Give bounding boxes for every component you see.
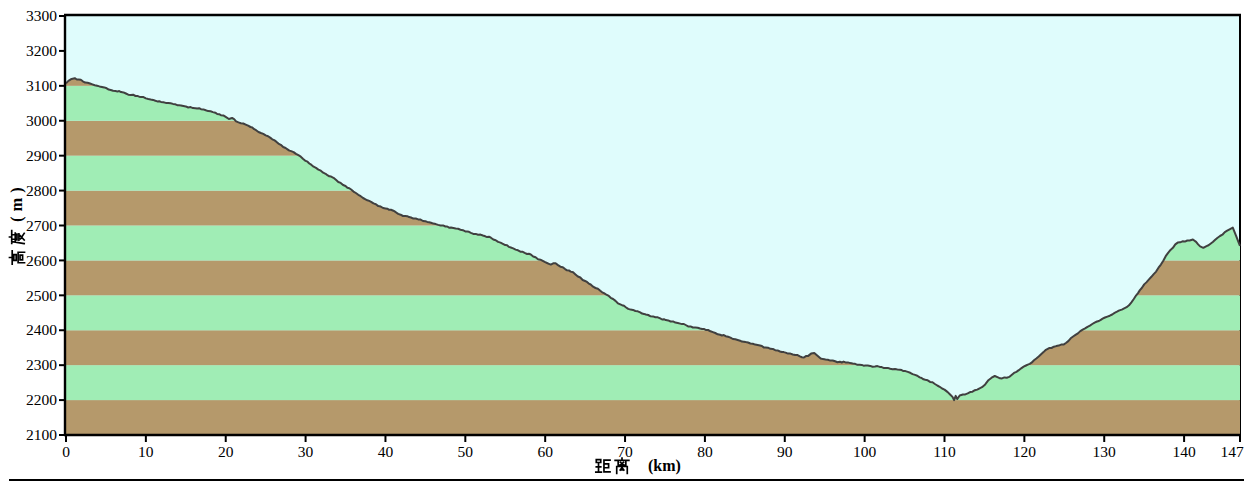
x-tick-label: 130 bbox=[1093, 443, 1117, 460]
x-tick-label: 80 bbox=[697, 443, 713, 460]
y-tick-label: 2600 bbox=[26, 252, 57, 269]
x-tick-label: 147 bbox=[1220, 443, 1244, 460]
y-tick-label: 2900 bbox=[26, 147, 57, 164]
cjk-char-gao bbox=[9, 251, 24, 264]
y-axis-unit: (m) bbox=[7, 182, 26, 222]
y-axis-label: (m) bbox=[7, 182, 26, 264]
x-axis-unit: (km) bbox=[648, 457, 681, 475]
y-tick-label: 2400 bbox=[26, 321, 57, 338]
elevation-profile-chart: 0 10 20 30 40 50 60 70 80 90 100 110 120 130 140 147 210… bbox=[0, 0, 1244, 486]
x-tick-label: 0 bbox=[62, 443, 70, 460]
y-tick-label: 2500 bbox=[26, 287, 57, 304]
x-axis-label: (km) bbox=[596, 457, 681, 475]
elevation-band bbox=[66, 400, 1240, 435]
y-tick-label: 2200 bbox=[26, 391, 57, 408]
cjk-char-ju bbox=[596, 460, 610, 472]
x-tick-label: 60 bbox=[537, 443, 553, 460]
y-tick-label: 2800 bbox=[26, 182, 57, 199]
cjk-char-li bbox=[615, 458, 629, 473]
elevation-band bbox=[66, 365, 1240, 400]
x-tick-label: 50 bbox=[458, 443, 474, 460]
page: 0 10 20 30 40 50 60 70 80 90 100 110 120 130 140 147 210… bbox=[0, 0, 1244, 486]
y-tick-label: 2700 bbox=[26, 217, 57, 234]
x-tick-label: 110 bbox=[933, 443, 956, 460]
y-tick-label: 3200 bbox=[26, 42, 57, 59]
y-tick-label: 2100 bbox=[26, 426, 57, 443]
x-tick-label: 100 bbox=[853, 443, 877, 460]
x-tick-label: 10 bbox=[138, 443, 154, 460]
y-tick-label: 3300 bbox=[26, 7, 57, 24]
x-tick-label: 30 bbox=[298, 443, 314, 460]
x-tick-label: 40 bbox=[378, 443, 394, 460]
x-tick-label: 90 bbox=[777, 443, 793, 460]
x-tick-label: 120 bbox=[1013, 443, 1037, 460]
x-tick-label: 20 bbox=[218, 443, 234, 460]
x-tick-label: 140 bbox=[1172, 443, 1196, 460]
y-tick-label: 3100 bbox=[26, 77, 57, 94]
cjk-char-du bbox=[9, 231, 24, 244]
y-tick-label: 3000 bbox=[26, 112, 57, 129]
y-tick-label: 2300 bbox=[26, 356, 57, 373]
x-tick-label: 70 bbox=[617, 443, 633, 460]
